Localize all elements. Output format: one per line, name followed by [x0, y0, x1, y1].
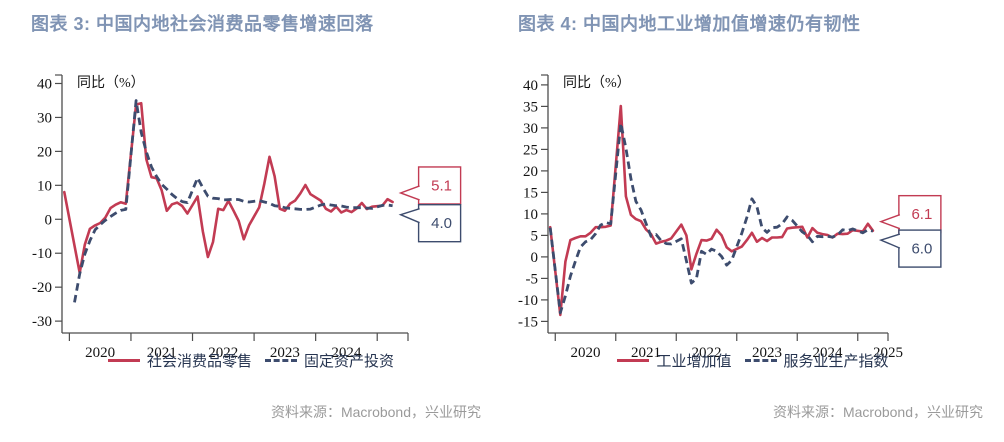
callout-box-bottom [898, 229, 942, 268]
y-axis-unit-label: 同比（%） [77, 75, 145, 91]
y-tick-label: 15 [523, 185, 538, 201]
y-tick-label: 40 [37, 76, 52, 92]
y-tick-label: 30 [523, 121, 538, 137]
callout-box-top [417, 166, 462, 205]
y-tick-label: 35 [523, 99, 538, 115]
figure-3-line-chart: -30 -20 -10 0 10 20 30 40 2020 2021 2022 2023 2024 同比… [32, 74, 462, 361]
callout-value-bottom: 4.0 [431, 215, 452, 232]
y-tick-label: 10 [37, 178, 52, 194]
legend-label-retail-sales: 社会消费品零售 [146, 354, 252, 370]
callout-arrow-top-edge [878, 214, 901, 230]
callout-arrow-bottom-edge [398, 208, 420, 224]
x-tick-label: 2024 [331, 345, 362, 361]
series-line-0 [63, 101, 394, 275]
legend-item-industrial-value-added: 工业增加值 [617, 350, 732, 371]
callout-arrow-top-edge [398, 185, 420, 201]
callout-box-top [898, 194, 942, 234]
callout-box-bottom [417, 203, 462, 243]
callout-arrow-bottom [400, 208, 420, 223]
series-line-1 [548, 121, 874, 315]
legend-label-industrial-value-added: 工业增加值 [656, 354, 732, 370]
y-tick-label: 0 [45, 212, 53, 228]
legend-label-services-production-index: 服务业生产指数 [783, 354, 889, 370]
y-tick-label: -15 [518, 314, 538, 330]
callout-arrow-bottom [880, 234, 900, 249]
legend-label-fixed-asset-investment: 固定资产投资 [304, 354, 395, 370]
y-tick-label: 0 [531, 250, 539, 266]
callout-arrow-top [400, 185, 420, 200]
x-tick-label: 2025 [873, 345, 903, 361]
callout-value-bottom: 6.0 [911, 241, 932, 258]
figure-3-legend: 社会消费品零售 固定资产投资 [0, 350, 502, 371]
callout-value-top: 5.1 [431, 177, 452, 194]
x-tick-label: 2023 [270, 345, 300, 361]
series-line-1 [73, 99, 393, 303]
y-tick-label: 20 [37, 144, 52, 160]
y-tick-label: 25 [523, 142, 538, 158]
figure-4-panel: 图表 4: 中国内地工业增加值增速仍有韧性 -15 -10 -5 0 5 10 15 20 25… [502, 0, 1004, 442]
callout-arrow-top [880, 214, 900, 229]
y-axis-unit-label: 同比（%） [563, 75, 631, 91]
solid-line-sample [107, 359, 140, 362]
y-tick-label: -30 [32, 314, 52, 330]
x-tick-label: 2021 [147, 345, 177, 361]
y-tick-label: 40 [523, 78, 538, 94]
figure-4-source-note: 资料来源：Macrobond，兴业研究 [772, 404, 983, 420]
dashed-line-sample [744, 359, 777, 362]
series-line-0 [548, 104, 875, 317]
x-tick-label: 2022 [692, 345, 722, 361]
x-tick-label: 2021 [631, 345, 661, 361]
x-tick-label: 2020 [571, 345, 601, 361]
x-tick-label: 2022 [208, 345, 238, 361]
figure-3-panel: 图表 3: 中国内地社会消费品零售增速回落 -30 -20 -10 0 10 20 30 40… [0, 14, 502, 420]
legend-item-services-production-index: 服务业生产指数 [744, 350, 889, 371]
y-tick-label: 30 [37, 110, 52, 126]
y-tick-label: -10 [32, 246, 52, 262]
callout-value-top: 6.1 [911, 206, 932, 223]
figure-3-source-note: 资料来源：Macrobond，兴业研究 [270, 404, 481, 420]
figure-4-title: 图表 4: 中国内地工业增加值增速仍有韧性 [518, 14, 861, 34]
figure-3-title: 图表 3: 中国内地社会消费品零售增速回落 [31, 14, 374, 34]
y-tick-label: -5 [526, 271, 539, 287]
x-tick-label: 2024 [813, 345, 844, 361]
callout-arrow-bottom-edge [878, 233, 901, 249]
y-tick-label: 10 [523, 207, 538, 223]
y-tick-label: -10 [518, 293, 538, 309]
x-tick-label: 2023 [752, 345, 782, 361]
y-tick-label: 20 [523, 164, 538, 180]
y-tick-label: -20 [32, 280, 52, 296]
legend-item-fixed-asset-investment: 固定资产投资 [265, 350, 394, 371]
legend-item-retail-sales: 社会消费品零售 [107, 350, 252, 371]
y-tick-label: 5 [531, 228, 539, 244]
solid-line-sample [617, 359, 650, 362]
figure-4-legend: 工业增加值 服务业生产指数 [502, 350, 1004, 371]
x-tick-label: 2020 [85, 345, 115, 361]
dashed-line-sample [265, 359, 297, 362]
